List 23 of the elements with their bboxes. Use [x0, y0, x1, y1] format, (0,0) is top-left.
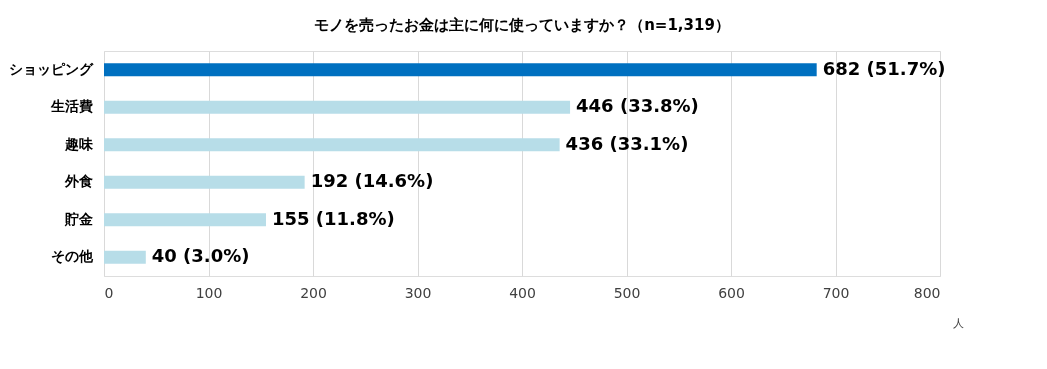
- data-label: 436 (33.1%): [565, 132, 689, 154]
- data-label: 192 (14.6%): [310, 170, 434, 192]
- y-tick-label: 生活費: [49, 98, 93, 115]
- x-tick-label: 200: [300, 284, 327, 301]
- x-tick-label: 0: [104, 284, 114, 301]
- x-axis-title: 人: [952, 317, 964, 330]
- chart-title: モノを売ったお金は主に何に使っていますか？（n=1,319）: [314, 16, 730, 34]
- y-tick-label: 外食: [63, 173, 93, 190]
- x-tick-label: 100: [195, 284, 223, 301]
- x-tick-label: 400: [509, 284, 536, 301]
- x-tick-label: 500: [613, 284, 641, 301]
- data-label: 155 (11.8%): [271, 207, 395, 229]
- y-tick-label: 貯金: [63, 210, 94, 227]
- x-tick-label: 600: [718, 284, 745, 301]
- x-tick-label: 700: [822, 284, 850, 301]
- y-tick-label: ショッピング: [8, 60, 94, 77]
- data-label: 682 (51.7%): [822, 57, 946, 79]
- data-label: 446 (33.8%): [576, 95, 699, 117]
- y-tick-label: 趣味: [63, 135, 94, 152]
- x-tick-label: 800: [913, 284, 941, 301]
- x-tick-label: 300: [404, 284, 432, 301]
- data-label: 40 (3.0%): [151, 245, 250, 267]
- y-tick-label: その他: [50, 248, 94, 265]
